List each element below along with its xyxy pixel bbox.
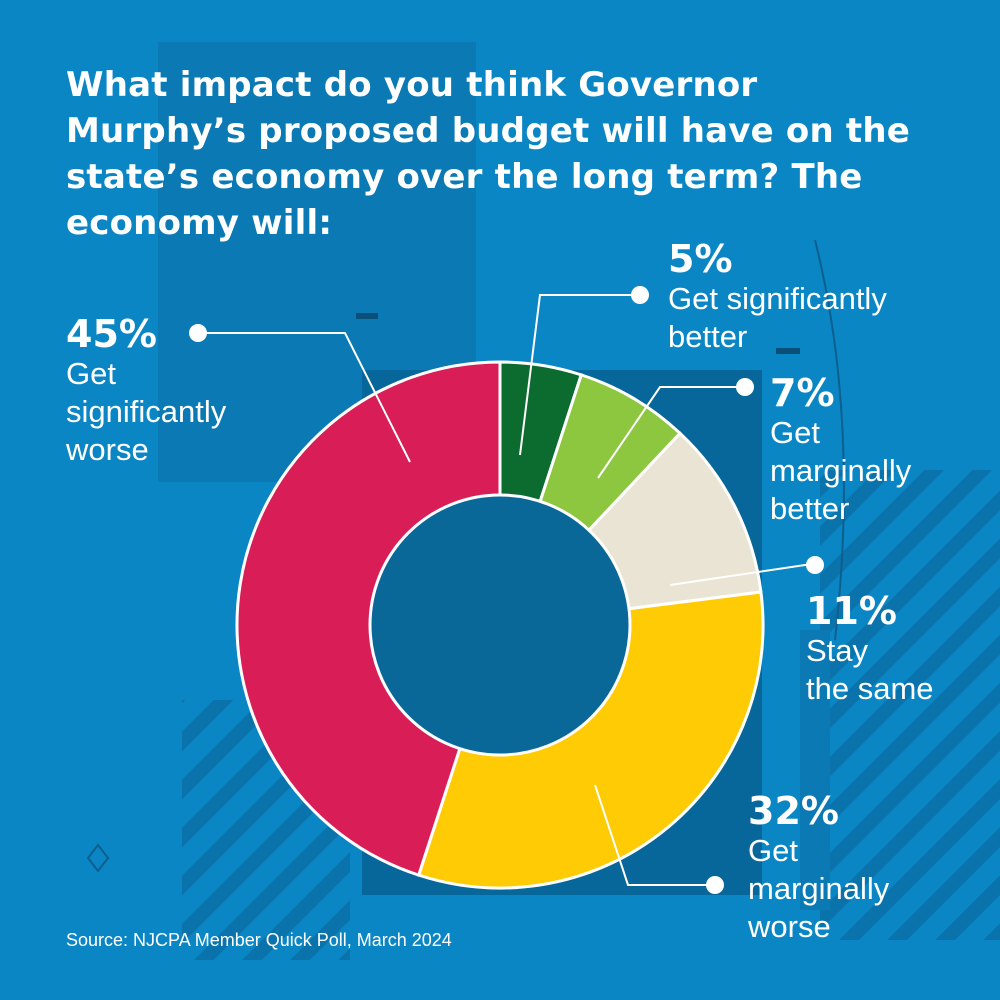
leader-dot-sig-worse bbox=[189, 324, 207, 342]
decor-bar-right bbox=[800, 630, 830, 910]
label-marginally-worse: 32% Get marginally worse bbox=[748, 790, 889, 946]
leader-line-marg-worse bbox=[594, 784, 715, 886]
leader-dot-marg-worse bbox=[706, 876, 724, 894]
leader-dot-marg-better bbox=[736, 378, 754, 396]
source-note: Source: NJCPA Member Quick Poll, March 2… bbox=[66, 930, 452, 950]
text-marginally-worse: Get marginally worse bbox=[748, 833, 890, 944]
decor-arc bbox=[814, 239, 845, 641]
decor-dash bbox=[776, 348, 800, 354]
label-significantly-worse: 45% Get significantly worse bbox=[66, 313, 226, 469]
text-significantly-better: Get significantly better bbox=[668, 281, 887, 354]
slice-get-significantly-worse bbox=[235, 360, 502, 878]
text-stay-the-same: Stay the same bbox=[806, 633, 934, 706]
label-marginally-better: 7% Get marginally better bbox=[770, 372, 911, 528]
text-marginally-better: Get marginally better bbox=[770, 415, 912, 526]
percent-significantly-better: 5% bbox=[668, 237, 733, 281]
percent-marginally-worse: 32% bbox=[748, 789, 839, 833]
decor-dash bbox=[356, 313, 378, 319]
decor-diamond bbox=[86, 843, 110, 873]
percent-significantly-worse: 45% bbox=[66, 312, 157, 356]
text-significantly-worse: Get significantly worse bbox=[66, 356, 227, 467]
leader-dot-same bbox=[806, 556, 824, 574]
leader-line-sig-worse bbox=[200, 332, 411, 463]
leader-line-marg-better bbox=[597, 386, 745, 479]
decor-stripes-right bbox=[820, 470, 1000, 940]
label-significantly-better: 5% Get significantly better bbox=[668, 238, 887, 356]
percent-marginally-better: 7% bbox=[770, 371, 835, 415]
leader-line-sig-better bbox=[519, 294, 640, 456]
leader-dot-sig-better bbox=[631, 286, 649, 304]
donut-hole bbox=[368, 493, 632, 757]
chart-title: What impact do you think Governor Murphy… bbox=[66, 65, 911, 243]
label-stay-the-same: 11% Stay the same bbox=[806, 590, 934, 708]
leader-lines bbox=[189, 286, 824, 894]
percent-stay-the-same: 11% bbox=[806, 589, 897, 633]
